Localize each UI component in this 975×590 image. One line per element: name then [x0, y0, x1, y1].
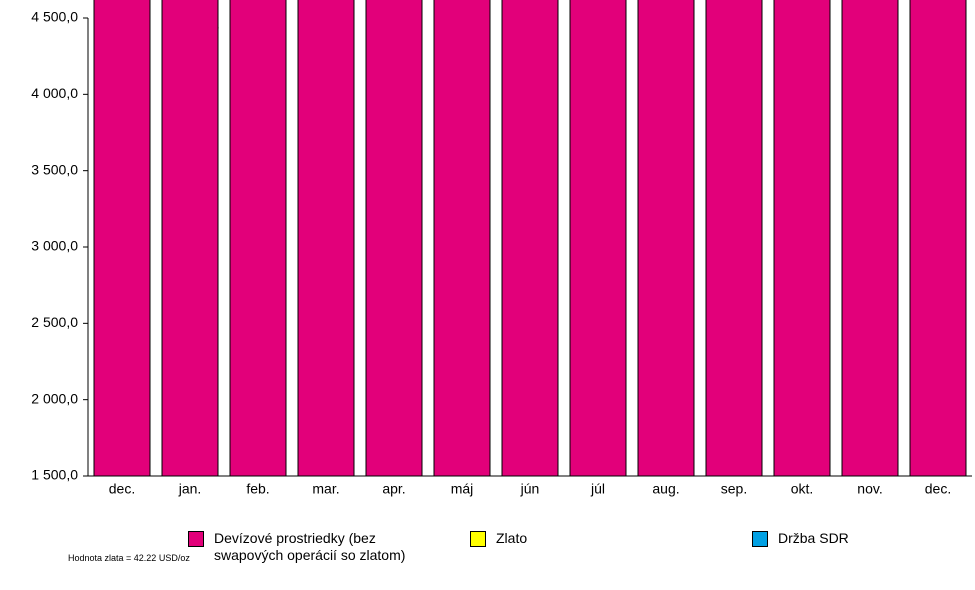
- legend-item: Zlato: [470, 530, 527, 547]
- y-tick-label: 2 000,0: [31, 390, 78, 406]
- bar-segment: [705, 0, 763, 477]
- x-tick-label: sep.: [721, 481, 747, 497]
- x-tick-label: mar.: [312, 481, 339, 497]
- note: Hodnota zlata = 42.22 USD/oz: [68, 553, 190, 563]
- legend-item: Devízové prostriedky (bez swapových oper…: [188, 530, 438, 564]
- x-tick-label: feb.: [246, 481, 269, 497]
- bar-segment: [909, 0, 967, 477]
- y-tick-label: 4 500,0: [31, 9, 78, 25]
- bar-segment: [569, 0, 627, 477]
- y-tick-label: 3 500,0: [31, 161, 78, 177]
- bar-segment: [161, 0, 219, 477]
- bar-segment: [93, 0, 151, 477]
- legend-swatch: [470, 531, 486, 547]
- bar-segment: [637, 0, 695, 477]
- x-tick-label: júl: [590, 481, 605, 497]
- legend-swatch: [752, 531, 768, 547]
- legend-label: Držba SDR: [778, 530, 849, 546]
- y-tick-label: 2 500,0: [31, 314, 78, 330]
- bar-segment: [433, 0, 491, 477]
- legend-item: Držba SDR: [752, 530, 849, 547]
- x-tick-label: nov.: [857, 481, 882, 497]
- legend-swatch: [188, 531, 204, 547]
- y-tick-label: 1 500,0: [31, 467, 78, 483]
- legend-label: Zlato: [496, 530, 528, 546]
- x-tick-label: okt.: [791, 481, 814, 497]
- y-tick-label: 3 000,0: [31, 238, 78, 254]
- bar-segment: [297, 0, 355, 477]
- x-tick-label: dec.: [109, 481, 135, 497]
- bar-segment: [365, 0, 423, 477]
- bar-segment: [229, 0, 287, 477]
- bar-segment: [841, 0, 899, 477]
- x-tick-label: dec.: [925, 481, 951, 497]
- x-tick-label: apr.: [382, 481, 405, 497]
- x-tick-label: máj: [451, 481, 474, 497]
- x-tick-label: aug.: [652, 481, 679, 497]
- y-tick-label: 4 000,0: [31, 85, 78, 101]
- bar-segment: [773, 0, 831, 477]
- bar-segment: [501, 0, 559, 477]
- legend-label: Devízové prostriedky (bez swapových oper…: [214, 530, 406, 563]
- x-tick-label: jan.: [178, 481, 202, 497]
- x-tick-label: jún: [520, 481, 540, 497]
